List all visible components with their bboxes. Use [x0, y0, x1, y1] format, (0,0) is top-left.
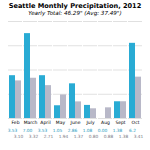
svg-text:3.41: 3.41: [134, 134, 144, 139]
svg-text:June: June: [70, 120, 81, 125]
svg-text:1.94: 1.94: [59, 134, 69, 139]
html-text:Yearly Total: 46.29" (Avg: 37.: Yearly Total: 46.29" (Avg: 37.49"): [28, 10, 122, 16]
svg-text:Aug: Aug: [101, 120, 110, 125]
svg-text:April: April: [40, 120, 50, 125]
svg-text:0.80: 0.80: [89, 134, 99, 139]
svg-text:March: March: [24, 120, 38, 125]
svg-text:July: July: [85, 120, 94, 125]
svg-text:1.08: 1.08: [83, 128, 93, 133]
svg-text:3.53: 3.53: [38, 128, 48, 133]
svg-text:May: May: [56, 120, 66, 125]
svg-text:1.37: 1.37: [74, 134, 84, 139]
html-text:Seattle Monthly Precipitation,: Seattle Monthly Precipitation, 2012: [8, 2, 142, 10]
svg-text:Feb: Feb: [12, 120, 20, 125]
svg-text:6.2: 6.2: [129, 128, 136, 133]
svg-text:3.10: 3.10: [14, 134, 24, 139]
svg-text:0.00: 0.00: [98, 128, 108, 133]
svg-text:3.53: 3.53: [8, 128, 18, 133]
svg-text:Sept: Sept: [115, 120, 125, 125]
svg-text:1.38: 1.38: [119, 134, 129, 139]
svg-text:1.05: 1.05: [53, 128, 63, 133]
svg-text:Oct: Oct: [132, 120, 140, 125]
svg-text:0.88: 0.88: [104, 134, 114, 139]
svg-text:3.32: 3.32: [29, 134, 39, 139]
svg-text:7.00: 7.00: [23, 128, 33, 133]
svg-text:2.71: 2.71: [44, 134, 54, 139]
svg-text:1.38: 1.38: [113, 128, 123, 133]
svg-text:2.86: 2.86: [68, 128, 78, 133]
